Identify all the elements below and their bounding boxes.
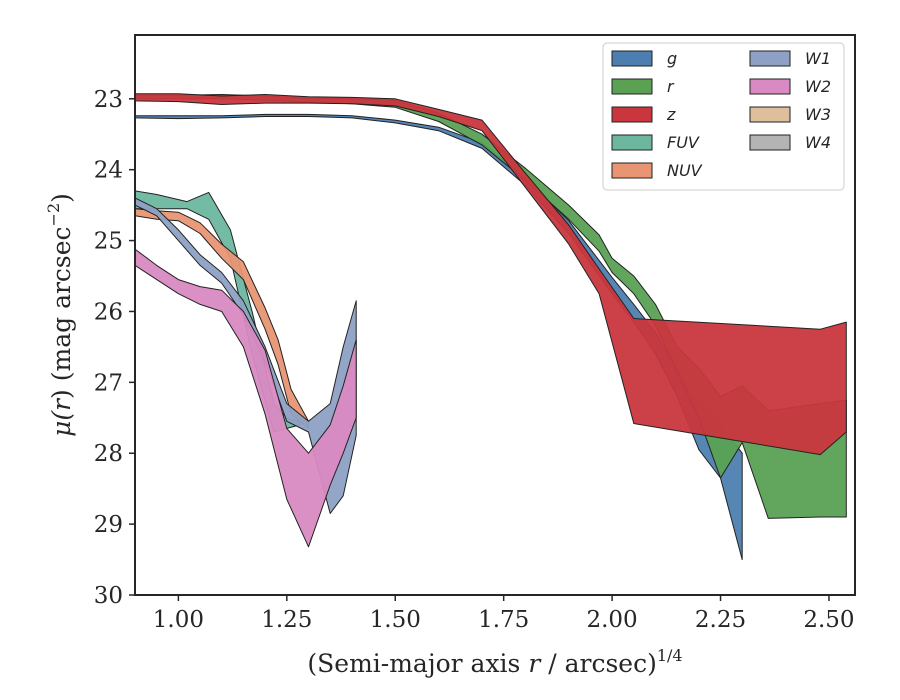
band-w1 (135, 197, 357, 514)
legend-item-w1: W1 (749, 49, 831, 68)
y-tick-label: 24 (94, 158, 123, 184)
legend: grz FUV NUV W1 W2 W3 W4 (602, 42, 845, 191)
legend-item-z: z (611, 105, 676, 124)
legend-item-w3: W3 (749, 105, 831, 124)
legend-label: W2 (805, 77, 831, 96)
y-axis-label: μ(r) (mag arcsec−2) (44, 193, 76, 437)
x-tick-label: 1.50 (370, 607, 421, 633)
legend-swatch (611, 50, 653, 67)
legend-item-fuv: FUV (611, 133, 700, 152)
y-tick-label: 25 (94, 229, 123, 255)
legend-swatch (749, 50, 791, 67)
legend-swatch (611, 162, 653, 179)
band-w2 (135, 248, 357, 548)
y-tick-label: 29 (94, 512, 123, 538)
legend-swatch (749, 106, 791, 123)
legend-item-g: g (611, 49, 677, 68)
legend-item-nuv: NUV (611, 161, 703, 180)
y-tick-label: 28 (94, 441, 123, 467)
x-tick-label: 1.75 (478, 607, 529, 633)
x-tick-label: 2.50 (803, 607, 854, 633)
x-axis: 1.00 1.25 1.50 1.75 2.00 2.25 2.50 (153, 595, 855, 633)
band-layer (135, 93, 847, 561)
x-tick-label: 1.00 (153, 607, 204, 633)
legend-label: W4 (805, 133, 831, 152)
x-axis-label: (Semi-major axis r / arcsec)1/4 (307, 646, 682, 678)
legend-swatch (611, 78, 653, 95)
y-tick-label: 30 (94, 583, 123, 609)
legend-swatch (749, 134, 791, 151)
y-tick-label: 27 (94, 370, 123, 396)
legend-swatch (749, 78, 791, 95)
legend-label: g (667, 49, 677, 68)
legend-item-r: r (611, 77, 675, 96)
legend-label: W1 (805, 49, 831, 68)
legend-label: FUV (667, 133, 700, 152)
legend-label: NUV (667, 161, 703, 180)
legend-swatch (611, 106, 653, 123)
legend-swatch (611, 134, 653, 151)
legend-item-w2: W2 (749, 77, 831, 96)
x-tick-label: 1.25 (261, 607, 312, 633)
legend-label: r (667, 77, 675, 96)
legend-label: z (666, 105, 676, 124)
legend-item-w4: W4 (749, 133, 831, 152)
y-axis: 23 24 25 26 27 28 29 30 (94, 87, 135, 609)
band-g (135, 113, 743, 561)
x-tick-label: 2.25 (695, 607, 746, 633)
y-tick-label: 26 (94, 299, 123, 325)
plot-frame (134, 34, 856, 596)
legend-label: W3 (805, 105, 831, 124)
band-z (135, 93, 847, 456)
y-tick-label: 23 (94, 87, 123, 113)
x-tick-label: 2.00 (586, 607, 637, 633)
